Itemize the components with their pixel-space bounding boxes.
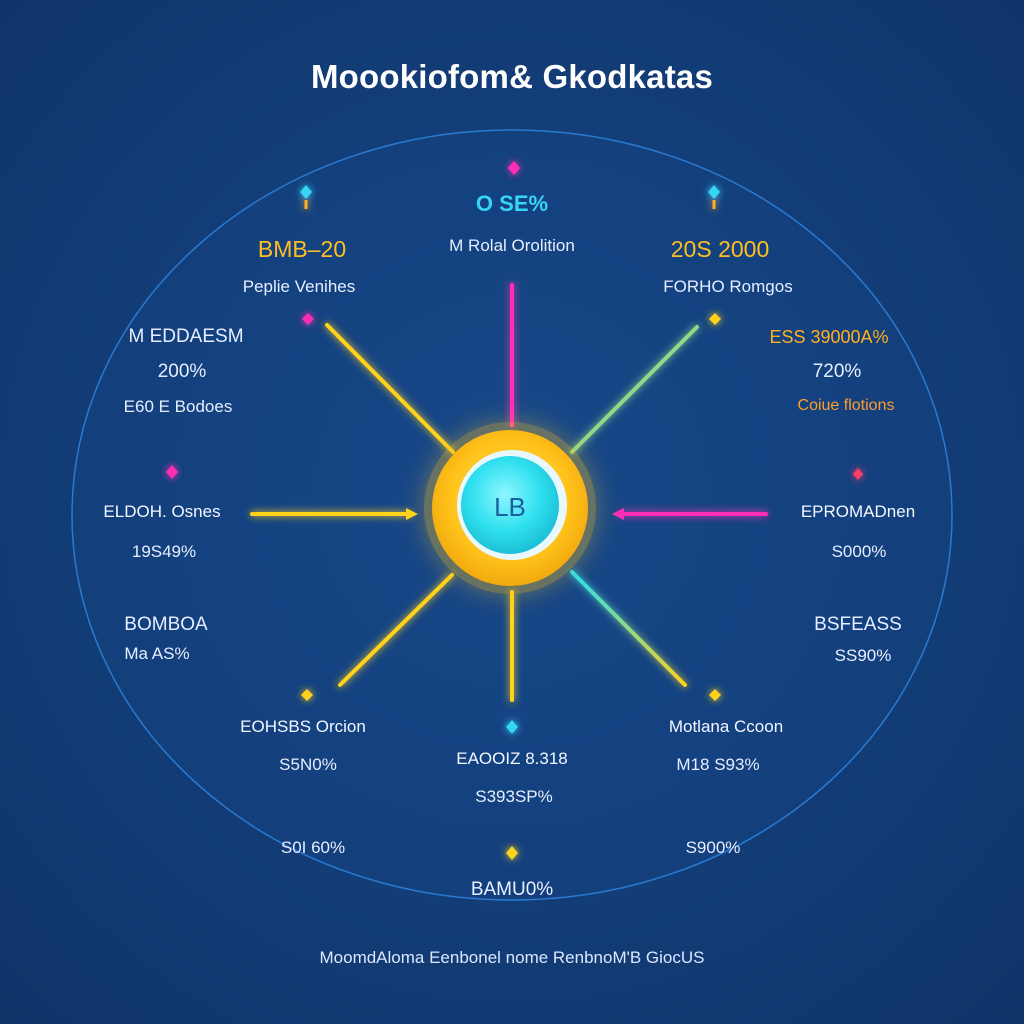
label-far-bottom-center: BAMU0% (470, 879, 554, 900)
marker-far-bottom (506, 846, 518, 860)
markers (166, 161, 863, 860)
marker-lower-right (709, 689, 721, 701)
label-far-bottom-left: S0I 60% (280, 838, 346, 857)
spokes (250, 283, 768, 702)
footer-caption: MoomdAloma Eenbonel nome RenbnoM'B GiocU… (319, 948, 705, 967)
label-right-low-value: SS90% (834, 646, 892, 665)
hub-inner (461, 456, 559, 554)
label-right-top-sub: Coiue flotions (797, 397, 895, 414)
label-right-low-name: BSFEASS (814, 614, 902, 635)
marker-upper-right-top (708, 185, 720, 199)
label-left-top-value: 200% (157, 361, 207, 382)
label-bottom-center-name: EAOOIZ 8.318 (456, 749, 568, 768)
label-upper-right-value: 20S 2000 (670, 236, 770, 262)
label-right-top-name: ESS 39000A% (769, 327, 889, 347)
marker-left (166, 465, 178, 479)
marker-upper-left-top (300, 185, 312, 199)
label-right-top-value: 720% (812, 361, 862, 382)
label-mid-right-name: EPROMADnen (800, 502, 916, 521)
arrow-left-head (406, 508, 418, 520)
label-bottom-right-value: M18 S93% (676, 755, 760, 774)
label-bottom-center-value: S393SP% (475, 787, 553, 806)
label-left-low-name: BOMBOA (124, 614, 208, 635)
label-mid-left-value: 19S49% (131, 542, 197, 561)
spoke-lower-left (338, 573, 454, 687)
spoke-lower-right (570, 570, 687, 687)
marker-bottom (506, 720, 518, 734)
label-left-top-sub: E60 E Bodoes (123, 397, 233, 416)
label-upper-left-value: BMB–20 (257, 236, 347, 262)
label-bottom-left-name: EOHSBS Orcion (240, 717, 366, 736)
spoke-upper-left (325, 323, 455, 454)
marker-top (508, 161, 520, 175)
marker-right (853, 468, 863, 480)
spoke-upper-right (570, 325, 699, 454)
label-upper-left-name: Peplie Venihes (242, 277, 356, 296)
marker-upper-left (302, 313, 314, 325)
label-left-low-value: Ma AS% (124, 644, 190, 663)
arrow-right-head (612, 508, 624, 520)
label-top-value: O SE% (475, 191, 549, 216)
label-mid-right-value: S000% (831, 542, 887, 561)
hub-label: LB (494, 492, 526, 522)
label-bottom-right-name: Motlana Ccoon (668, 717, 784, 736)
marker-upper-right (709, 313, 721, 325)
page-title: Moookiofom& Gkodkatas (310, 58, 714, 95)
marker-lower-left (301, 689, 313, 701)
label-left-top-name: M EDDAESM (128, 326, 244, 347)
label-upper-right-name: FORHO Romgos (663, 277, 793, 296)
label-far-bottom-right: S900% (685, 838, 741, 857)
label-top-name: M Rolal Orolition (449, 236, 575, 255)
label-mid-left-name: ELDOH. Osnes (103, 502, 221, 521)
label-bottom-left-value: S5N0% (279, 755, 337, 774)
